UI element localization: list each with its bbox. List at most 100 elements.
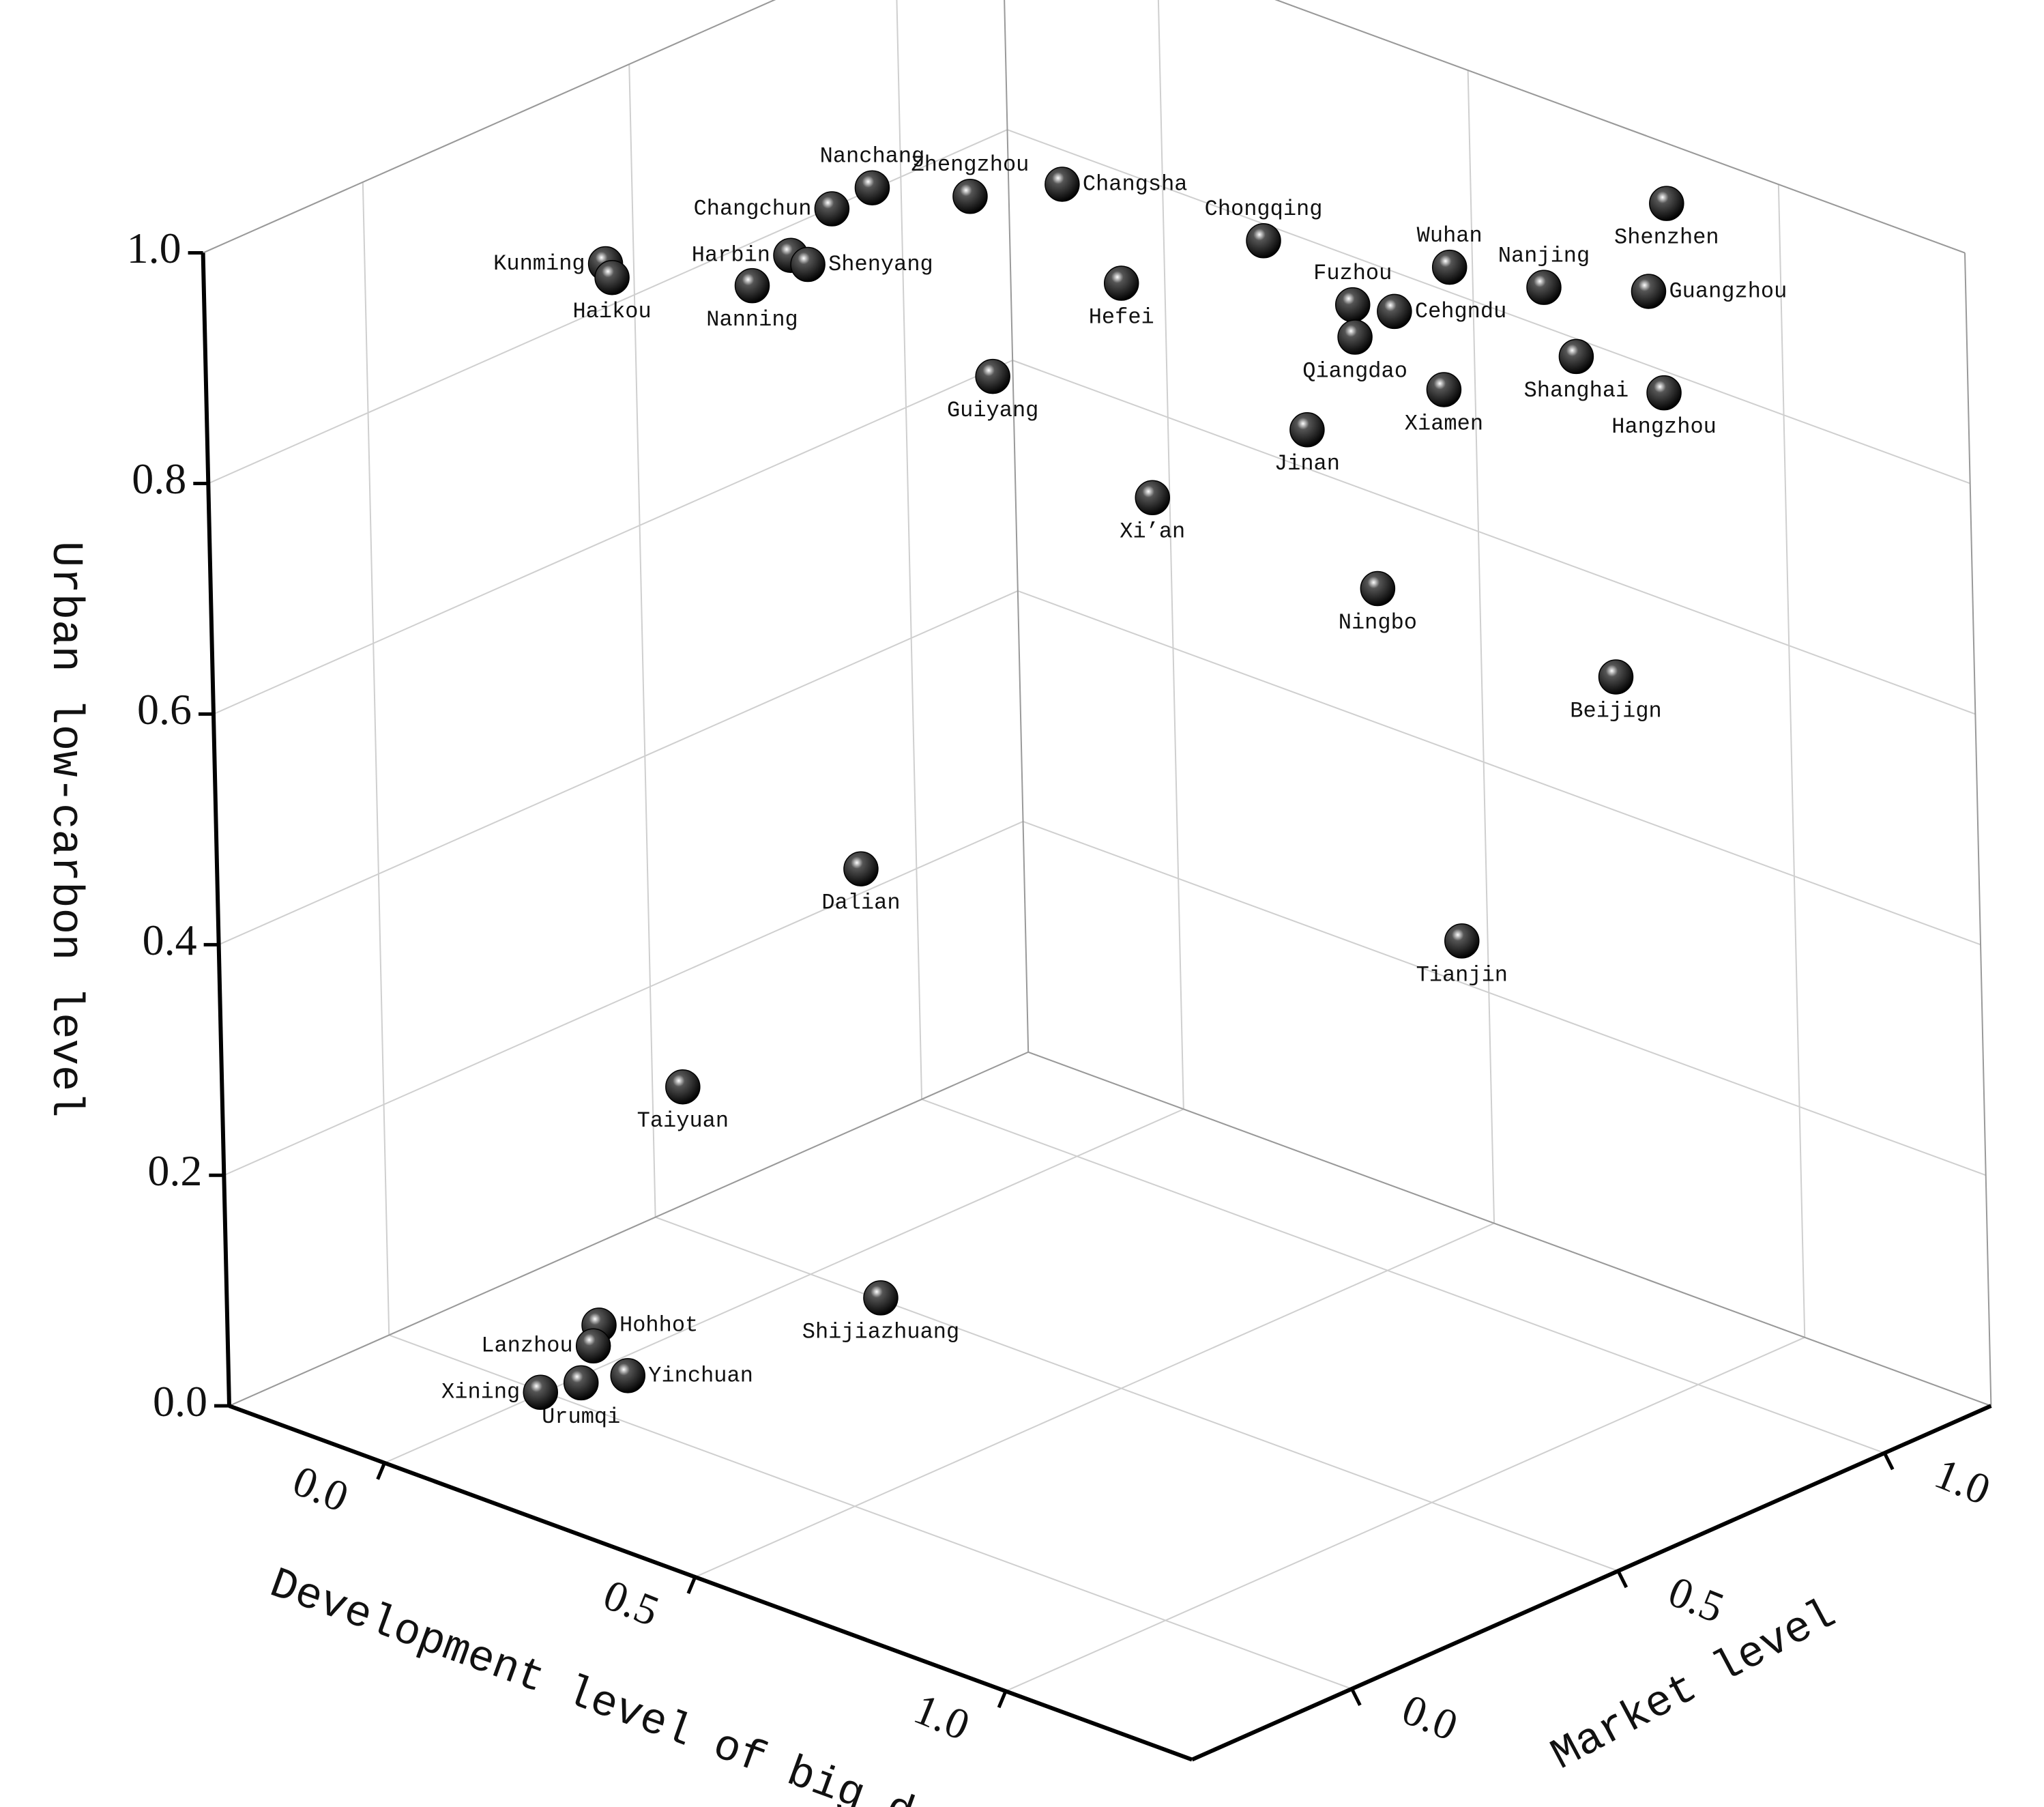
- z-tick-label: 0.0: [153, 1377, 207, 1426]
- point-label: Shijiazhuang: [802, 1319, 959, 1344]
- x-tick: [997, 1690, 1008, 1709]
- point-label: Cehgndu: [1415, 299, 1506, 324]
- point: [1431, 249, 1468, 285]
- point-label: Hefei: [1089, 304, 1154, 330]
- point-label: Wuhan: [1417, 223, 1483, 248]
- z-tick-label: 0.8: [132, 454, 186, 503]
- point: [975, 358, 1010, 394]
- grid-line: [896, 0, 923, 1099]
- y-tick: [1350, 1688, 1362, 1706]
- x-tick-label: 1.0: [907, 1684, 976, 1750]
- point: [575, 1328, 611, 1364]
- x-tick-label: 0.0: [287, 1456, 355, 1522]
- point: [1334, 287, 1371, 323]
- grid-line: [1777, 184, 1806, 1338]
- point: [610, 1358, 646, 1393]
- grid-line: [1467, 70, 1495, 1224]
- box-edge: [203, 0, 776, 254]
- grid-line: [1005, 1336, 1805, 1692]
- point: [854, 170, 890, 205]
- point: [1444, 923, 1480, 959]
- point-label: Shenyang: [828, 252, 933, 277]
- point: [1426, 372, 1462, 407]
- point-label: Changsha: [1083, 171, 1188, 197]
- point: [1558, 338, 1594, 375]
- point-label: Xining: [441, 1380, 520, 1405]
- grid-line: [695, 1222, 1495, 1578]
- point: [523, 1374, 559, 1411]
- box-edge: [1964, 252, 1992, 1406]
- point-label: Hohhot: [619, 1312, 698, 1338]
- point-label: Changchun: [694, 196, 812, 221]
- grid-line: [1012, 360, 1976, 715]
- box-edge: [229, 1051, 1029, 1407]
- point: [594, 259, 630, 295]
- grid-line: [384, 1108, 1184, 1464]
- point-label: Dalian: [821, 891, 900, 916]
- point-label: Guangzhou: [1669, 278, 1787, 304]
- point-label: Urumqi: [542, 1404, 620, 1430]
- point-label: Xiamen: [1405, 411, 1483, 436]
- point-label: Taiyuan: [637, 1108, 729, 1133]
- point-label: Hangzhou: [1611, 414, 1717, 439]
- point: [1289, 412, 1325, 448]
- point: [1246, 223, 1281, 259]
- z-axis: [201, 252, 231, 1406]
- point: [814, 191, 850, 227]
- grid-line: [213, 360, 1013, 715]
- point-label: Qiangdao: [1302, 358, 1407, 384]
- point-label: Nanning: [706, 307, 798, 332]
- grid-line: [1017, 590, 1981, 946]
- grid-line: [655, 1216, 1619, 1572]
- point: [1526, 270, 1562, 305]
- z-tick-label: 0.6: [137, 685, 192, 734]
- y-tick-label: 0.0: [1396, 1685, 1465, 1750]
- point: [1646, 375, 1682, 411]
- point: [790, 246, 826, 283]
- point-label: Ningbo: [1339, 610, 1417, 635]
- y-tick: [1616, 1570, 1629, 1589]
- z-tick-label: 0.2: [147, 1146, 202, 1195]
- y-tick: [1883, 1452, 1895, 1471]
- point-label: Yinchuan: [648, 1363, 753, 1388]
- x-tick-label: 0.5: [597, 1570, 666, 1636]
- grid-line: [1274, 0, 1966, 254]
- point: [1135, 480, 1171, 516]
- grid-line: [1023, 820, 1987, 1176]
- point-label: Shanghai: [1524, 378, 1629, 403]
- point-label: Zhengzhou: [911, 152, 1030, 177]
- point: [563, 1365, 599, 1401]
- point-label: Haikou: [572, 299, 651, 324]
- point: [1377, 293, 1412, 330]
- point-label: Fuzhou: [1313, 261, 1392, 286]
- point-label: Nanjing: [1498, 244, 1590, 269]
- x-tick: [686, 1576, 697, 1594]
- point-label: Kunming: [493, 251, 585, 276]
- point-label: Jinan: [1274, 451, 1340, 476]
- x-axis: [228, 1404, 1193, 1762]
- box-edge: [1027, 1051, 1991, 1407]
- point: [952, 179, 988, 214]
- point: [1103, 265, 1139, 301]
- y-axis: [1191, 1404, 1992, 1762]
- grid-line: [628, 64, 656, 1217]
- point: [1337, 319, 1373, 355]
- z-axis-title: Urban low-carbon level: [40, 541, 89, 1118]
- point: [1360, 570, 1396, 607]
- point-label: Guiyang: [947, 398, 1038, 423]
- point: [1649, 186, 1684, 221]
- point-label: Beijign: [1570, 698, 1661, 723]
- grid-line: [1157, 0, 1184, 1110]
- point: [1598, 659, 1634, 695]
- z-tick-label: 1.0: [127, 224, 181, 272]
- x-tick: [376, 1462, 386, 1480]
- point-label: Chongqing: [1205, 197, 1323, 222]
- point: [1045, 167, 1080, 202]
- point-label: Lanzhou: [481, 1333, 572, 1359]
- y-tick-label: 0.5: [1662, 1567, 1731, 1632]
- y-tick-label: 1.0: [1928, 1449, 1997, 1514]
- point: [863, 1280, 899, 1316]
- point-label: Tianjin: [1416, 962, 1508, 987]
